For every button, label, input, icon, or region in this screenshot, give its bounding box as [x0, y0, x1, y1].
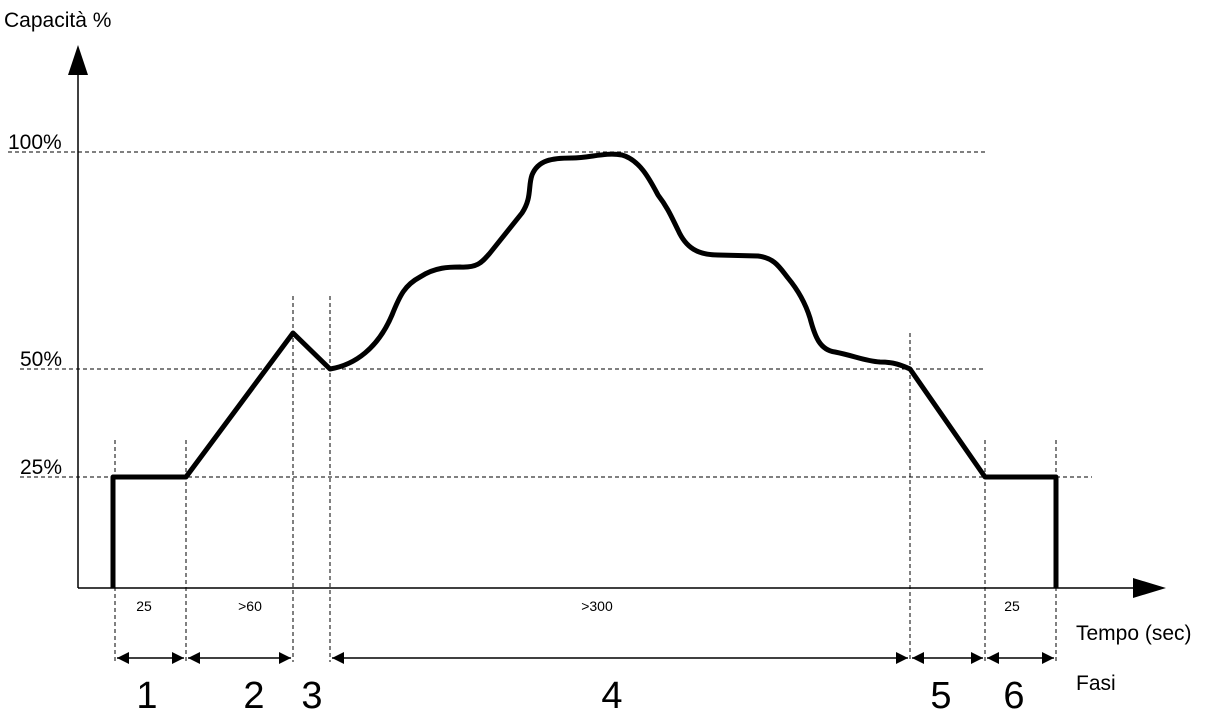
y-axis-label: Capacità % [4, 9, 111, 32]
y-tick-label-50: 50% [20, 348, 62, 371]
phase-6-duration: 25 [1004, 598, 1020, 614]
phase-1-duration: 25 [136, 598, 152, 614]
phase-4-number: 4 [601, 675, 622, 714]
y-tick-label-100: 100% [8, 131, 62, 154]
phase-1-number: 1 [136, 675, 157, 714]
y-tick-label-25: 25% [20, 456, 62, 479]
phase-2-duration: >60 [238, 598, 262, 614]
y-axis-arrow-icon [68, 45, 88, 75]
capacity-curve [110, 151, 1059, 588]
phase-4-duration: >300 [581, 598, 613, 614]
phase-2-number: 2 [243, 675, 264, 714]
x-axis-arrow-icon [1133, 578, 1166, 598]
phase-6-number: 6 [1003, 675, 1024, 714]
x-axis-label: Tempo (sec) [1076, 622, 1192, 645]
phases-label: Fasi [1076, 672, 1116, 695]
phase-3-number: 3 [301, 675, 322, 714]
phase-5-number: 5 [930, 675, 951, 714]
